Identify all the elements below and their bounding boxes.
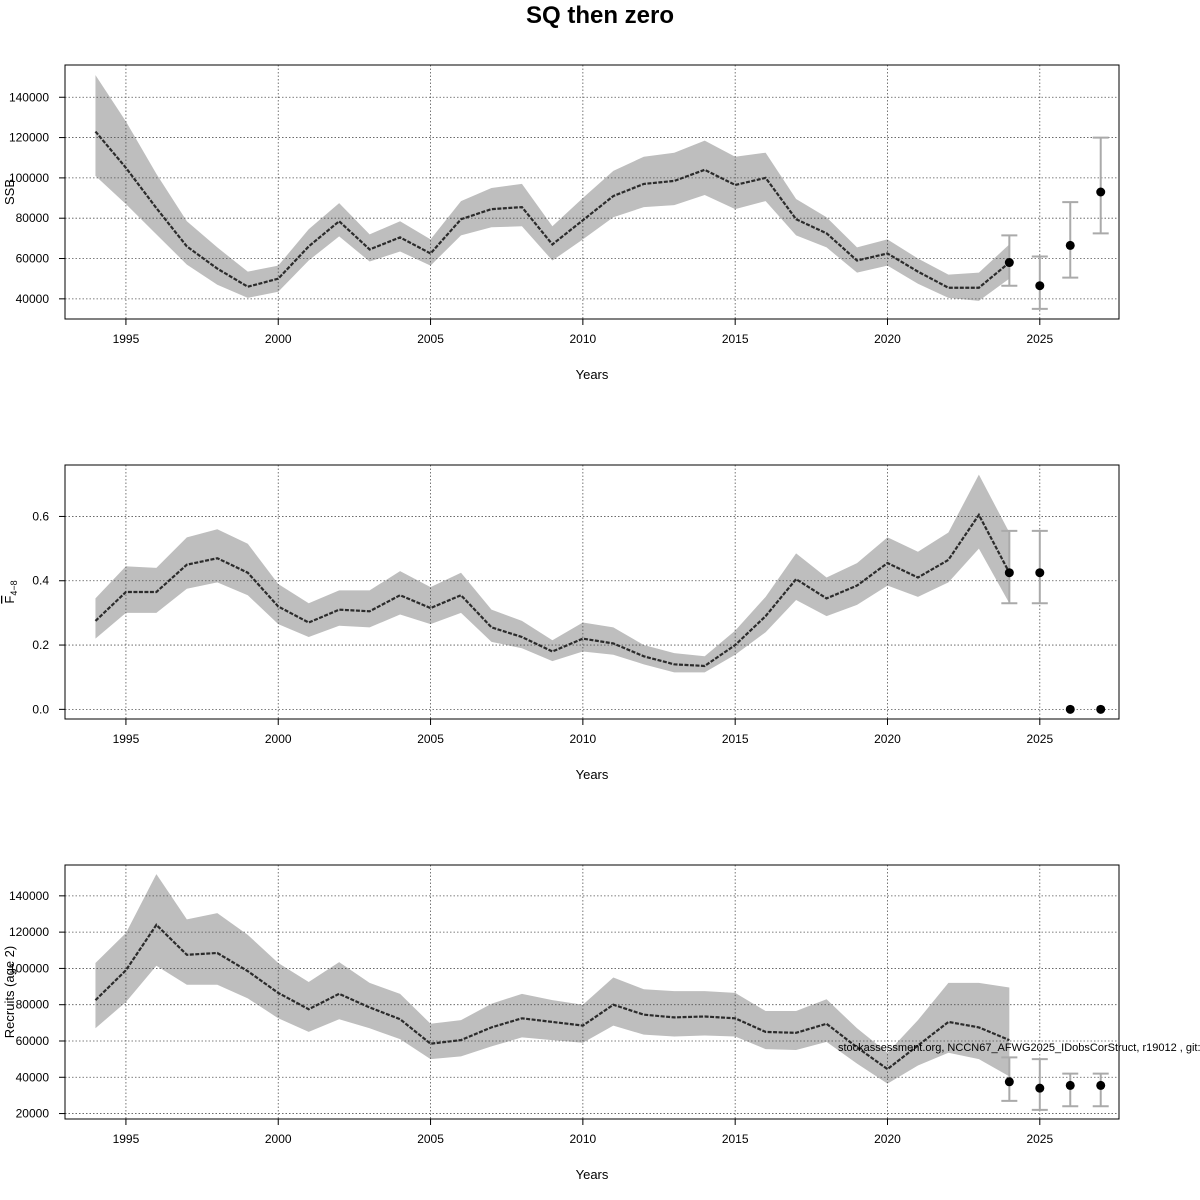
x-tick-label: 2010 (570, 1132, 597, 1146)
y-axis-title: SSB (2, 179, 17, 205)
x-axis-title: Years (576, 767, 609, 782)
y-tick-label: 120000 (9, 131, 49, 145)
panel-1: 1995 2000 2005 2010 2015 2020 2025 40000 60000 80… (2, 64, 1120, 382)
forecast-point (1065, 704, 1075, 714)
x-tick-label: 2005 (417, 732, 444, 746)
x-tick-label: 2005 (417, 1132, 444, 1146)
x-tick-label: 2000 (265, 732, 292, 746)
estimate-line (94, 512, 1011, 668)
y-tick-label: 0.2 (32, 638, 49, 652)
panel-3: 1995 2000 2005 2010 2015 2020 2025 20000 40000 60… (2, 864, 1120, 1182)
y-tick-label: 120000 (9, 925, 49, 939)
x-tick-label: 2000 (265, 332, 292, 346)
estimate-line (94, 130, 1011, 289)
forecast-point (1096, 704, 1106, 714)
y-tick-label: 0.6 (32, 509, 49, 523)
x-tick-label: 1995 (113, 1132, 140, 1146)
x-tick-label: 2010 (570, 732, 597, 746)
forecast-point (1065, 240, 1075, 250)
panel-2: 1995 2000 2005 2010 2015 2020 2025 0.0 0.2 0.4 0.6… (2, 464, 1120, 782)
y-tick-label: 140000 (9, 889, 49, 903)
x-axis-title: Years (576, 1167, 609, 1182)
x-tick-label: 2010 (570, 332, 597, 346)
y-tick-label: 0.4 (32, 574, 49, 588)
x-tick-label: 2015 (722, 732, 749, 746)
forecast-point (1096, 187, 1106, 197)
y-axis-title: F4−8 (2, 580, 19, 603)
y-tick-label: 140000 (9, 90, 49, 104)
forecast-point (1096, 1080, 1106, 1090)
confidence-band (95, 474, 1010, 673)
x-tick-label: 2020 (874, 732, 901, 746)
x-tick-label: 2020 (874, 332, 901, 346)
y-axis-title: Recruits (age 2) (2, 946, 17, 1038)
y-tick-label: 20000 (16, 1107, 50, 1121)
x-tick-label: 1995 (113, 332, 140, 346)
forecast-point (1035, 568, 1045, 578)
forecast-point (1004, 258, 1014, 268)
chart-title: SQ then zero (525, 2, 675, 29)
x-tick-label: 2020 (874, 1132, 901, 1146)
estimate-line (94, 923, 1010, 1071)
y-tick-label: 100000 (9, 961, 49, 975)
y-tick-label: 100000 (9, 171, 49, 185)
plot-frame (64, 64, 1120, 320)
plot-frame (64, 864, 1120, 1120)
forecast-point (1035, 281, 1045, 291)
x-tick-label: 1995 (113, 732, 140, 746)
x-tick-label: 2025 (1026, 732, 1053, 746)
x-tick-label: 2015 (722, 332, 749, 346)
plot-frame (64, 464, 1120, 720)
y-tick-label: 60000 (16, 1034, 50, 1048)
y-tick-label: 40000 (16, 292, 50, 306)
y-tick-label: 80000 (16, 211, 50, 225)
y-tick-label: 40000 (16, 1070, 50, 1084)
x-tick-label: 2025 (1026, 1132, 1053, 1146)
x-tick-label: 2000 (265, 1132, 292, 1146)
forecast-point (1004, 1077, 1014, 1087)
confidence-band (95, 75, 1010, 301)
x-tick-label: 2025 (1026, 332, 1053, 346)
forecast-point (1004, 568, 1014, 578)
y-tick-label: 60000 (16, 252, 50, 266)
x-tick-label: 2005 (417, 332, 444, 346)
forecast-point (1035, 1083, 1045, 1093)
confidence-band (95, 874, 1010, 1084)
forecast-point (1065, 1080, 1075, 1090)
x-tick-label: 2015 (722, 1132, 749, 1146)
watermark-text: stockassessment.org, NCCN67_AFWG2025_IDo… (838, 1042, 1200, 1054)
y-tick-label: 0.0 (32, 702, 49, 716)
x-axis-title: Years (576, 367, 609, 382)
y-tick-label: 80000 (16, 998, 50, 1012)
